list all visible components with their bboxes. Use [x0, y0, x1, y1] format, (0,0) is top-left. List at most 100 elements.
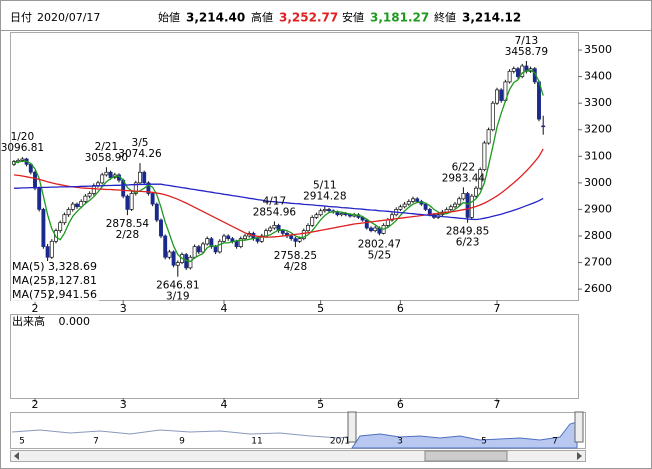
- annotation-date: 6/23: [456, 237, 480, 249]
- candle-body: [411, 198, 415, 202]
- candle-body: [213, 246, 218, 253]
- candle-body: [234, 240, 239, 247]
- candle-body: [205, 238, 210, 245]
- candle-body: [415, 198, 420, 202]
- legend-value: 3,328.69: [48, 260, 97, 273]
- legend-value: 2,941.56: [48, 288, 97, 301]
- y-tick-label: 3500: [584, 43, 612, 56]
- ma-line: [13, 69, 544, 263]
- scroll-right[interactable]: [577, 452, 582, 460]
- candle-body: [423, 203, 428, 210]
- candle-body: [486, 129, 491, 144]
- candle-body: [175, 262, 180, 266]
- candle-body: [465, 193, 470, 218]
- annotation-price: 2914.28: [303, 191, 346, 203]
- low-label: 安値: [342, 10, 364, 24]
- candle-body: [192, 246, 197, 258]
- candle-body: [75, 203, 79, 208]
- scroll-left[interactable]: [14, 452, 19, 460]
- candle-body: [66, 209, 71, 216]
- annotation-price: 3074.26: [118, 148, 162, 160]
- scroll-thumb[interactable]: [424, 450, 508, 462]
- ma-line: [14, 183, 544, 221]
- close-value: 3,214.12: [462, 11, 521, 25]
- x-tick-label: 5: [317, 398, 324, 411]
- low-value: 3,181.27: [370, 11, 429, 25]
- candle-body: [310, 217, 315, 226]
- candle-body: [96, 182, 100, 186]
- candle-body: [62, 214, 67, 224]
- navigator-handle-right[interactable]: [574, 411, 584, 443]
- candle-body: [159, 219, 163, 237]
- candle-body: [222, 235, 226, 242]
- x-tick-label: 6: [397, 398, 404, 411]
- annotation-price: 3096.81: [1, 142, 44, 154]
- x-tick-label: 7: [494, 302, 501, 315]
- candle-body: [100, 174, 105, 184]
- candle-body: [167, 251, 172, 258]
- annotation-price: 2802.47: [358, 238, 401, 250]
- candle-body: [289, 235, 294, 239]
- candle-body: [516, 68, 520, 77]
- candle-body: [272, 225, 277, 229]
- annotation-date: 6/22: [452, 161, 476, 173]
- candle-body: [201, 243, 205, 253]
- annotation-date: 3/5: [132, 137, 149, 149]
- y-tick-label: 2800: [584, 229, 612, 242]
- annotation-date: 3/19: [166, 291, 190, 303]
- y-tick-label: 2700: [584, 256, 612, 269]
- x-tick-label: 2: [32, 398, 39, 411]
- annotation-price: 3458.79: [505, 46, 548, 58]
- high-value: 3,252.77: [279, 11, 338, 25]
- navigator-label: 3: [397, 437, 403, 447]
- annotation-price: 2849.85: [446, 226, 489, 238]
- legend-name: MA(5): [12, 260, 45, 273]
- candle-body: [146, 182, 151, 194]
- candle-body: [87, 193, 92, 197]
- candle-body: [280, 230, 285, 234]
- navigator-label: 5: [481, 437, 487, 447]
- candle-body: [45, 246, 50, 258]
- scrollbar[interactable]: [10, 450, 586, 462]
- legend-bg: [11, 261, 99, 274]
- candle-body: [327, 209, 331, 212]
- candle-body: [125, 195, 130, 210]
- candle-body: [188, 256, 193, 269]
- y-tick-label: 3000: [584, 176, 612, 189]
- annotation-date: 1/20: [11, 131, 35, 143]
- legend-value: 3,127.81: [48, 274, 97, 287]
- candle-body: [259, 235, 264, 242]
- candle-body: [373, 227, 378, 232]
- candle-body: [541, 125, 546, 128]
- candle-body: [369, 227, 373, 232]
- candle-body: [406, 201, 411, 205]
- candle-body: [138, 171, 142, 184]
- candle-body: [495, 89, 499, 104]
- candle-body: [33, 171, 37, 189]
- candle-body: [209, 238, 214, 247]
- x-tick-label: 5: [317, 302, 324, 315]
- x-tick-label: 4: [221, 302, 228, 315]
- y-tick-label: 2900: [584, 202, 612, 215]
- date: 2020/07/17: [37, 11, 100, 24]
- open-label: 始値: [158, 10, 180, 24]
- annotation-date: 5/11: [313, 180, 337, 192]
- x-tick-label: 4: [221, 398, 228, 411]
- annotation-price: 2758.25: [274, 250, 317, 262]
- candle-body: [306, 225, 310, 232]
- candle-body: [385, 219, 390, 226]
- navigator-label: 7: [552, 437, 558, 447]
- candle-body: [364, 219, 369, 229]
- candle-body: [474, 187, 478, 197]
- candle-body: [163, 235, 168, 258]
- candle-body: [297, 238, 302, 242]
- y-tick-label: 3200: [584, 123, 612, 136]
- navigator-label: 9: [179, 437, 185, 447]
- legend-name: MA(75): [12, 288, 52, 301]
- candle-body: [41, 209, 46, 247]
- candle-body: [322, 209, 327, 212]
- navigator-handle-left[interactable]: [347, 411, 357, 443]
- high-label: 高値: [251, 10, 273, 24]
- candle-body: [108, 171, 113, 178]
- candle-body: [339, 213, 344, 216]
